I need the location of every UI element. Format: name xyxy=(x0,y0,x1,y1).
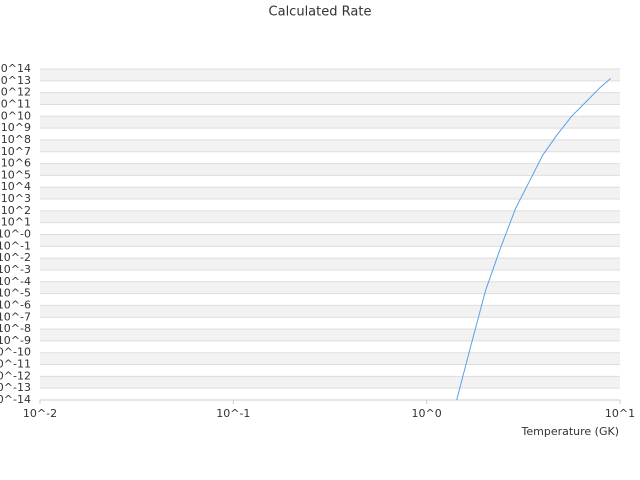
chart-title: Calculated Rate xyxy=(269,5,372,20)
y-tick-label: 10^-10 xyxy=(0,346,31,359)
y-tick-label: 10^-8 xyxy=(0,322,31,335)
y-tick-label: 10^1 xyxy=(1,216,31,229)
y-tick-label: 10^9 xyxy=(1,121,31,134)
y-tick-label: 10^-12 xyxy=(0,369,31,382)
y-tick-label: 10^13 xyxy=(0,74,31,87)
grid-band xyxy=(40,352,620,365)
y-tick-label: 10^14 xyxy=(0,62,31,75)
y-tick-label: 10^-7 xyxy=(0,310,31,323)
grid-band xyxy=(40,376,620,389)
y-tick-label: 10^7 xyxy=(1,145,31,158)
grid-band xyxy=(40,329,620,341)
x-axis-label: Temperature (GK) xyxy=(521,425,620,438)
grid-band xyxy=(40,92,620,105)
grid-band xyxy=(40,116,620,129)
y-tick-label: 10^-4 xyxy=(0,275,31,288)
grid-band xyxy=(40,258,620,270)
grid-band xyxy=(40,163,620,176)
y-tick-label: 10^-13 xyxy=(0,381,31,394)
y-tick-label: 10^2 xyxy=(1,204,31,217)
y-tick-label: 10^11 xyxy=(0,97,31,110)
y-tick-label: 10^4 xyxy=(1,180,31,193)
grid-band xyxy=(40,234,620,247)
grid-bands xyxy=(40,69,620,389)
y-tick-label: 10^5 xyxy=(1,168,31,181)
y-tick-label: 10^6 xyxy=(1,157,31,170)
grid-band xyxy=(40,69,620,81)
grid-band xyxy=(40,305,620,318)
grid-band xyxy=(40,281,620,294)
data-line xyxy=(456,78,612,401)
y-tick-label: 10^-14 xyxy=(0,393,31,406)
y-tick-label: 10^-9 xyxy=(0,334,31,347)
y-tick-label: 10^-5 xyxy=(0,287,31,300)
x-tick-label: 10^-2 xyxy=(23,407,57,420)
y-tick-label: 10^-3 xyxy=(0,263,31,276)
y-tick-label: 10^12 xyxy=(0,86,31,99)
grid-band xyxy=(40,187,620,200)
grid-band xyxy=(40,139,620,152)
y-tick-label: 10^-1 xyxy=(0,239,31,252)
y-tick-label: 10^3 xyxy=(1,192,31,205)
y-tick-label: 10^8 xyxy=(1,133,31,146)
y-tick-label: 10^10 xyxy=(0,109,31,122)
y-tick-label: 10^-11 xyxy=(0,358,31,371)
y-tick-label: 10^-0 xyxy=(0,228,31,241)
grid-band xyxy=(40,210,620,223)
y-tick-label: 10^-6 xyxy=(0,298,31,311)
x-tick-label: 10^-1 xyxy=(216,407,250,420)
x-tick-label: 10^1 xyxy=(605,407,635,420)
x-tick-label: 10^0 xyxy=(412,407,442,420)
y-tick-label: 10^-2 xyxy=(0,251,31,264)
